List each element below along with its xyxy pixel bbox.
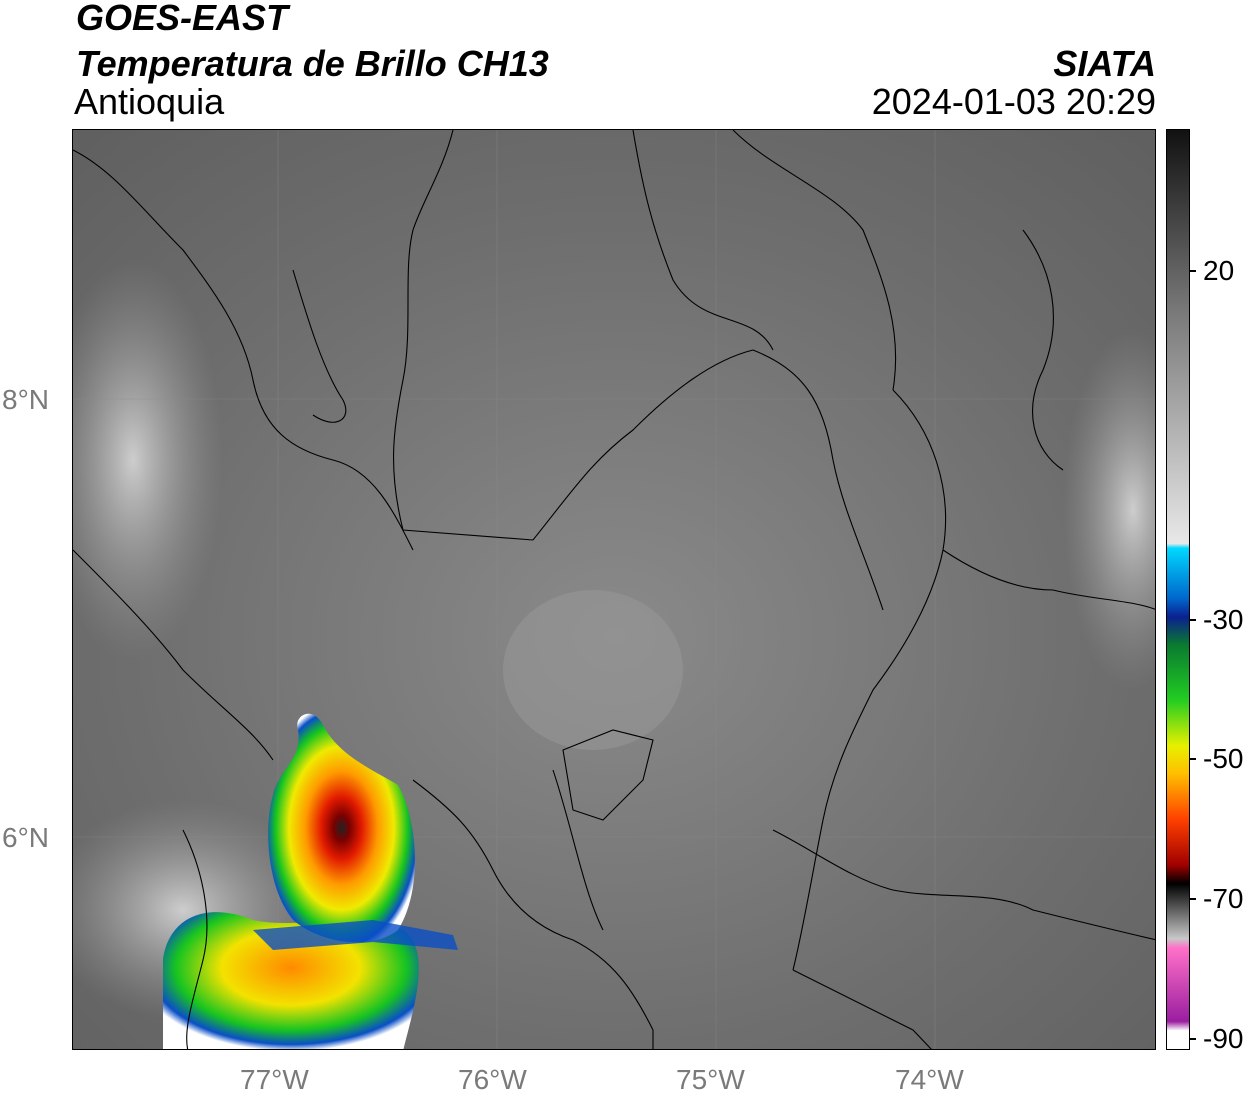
colorbar-label-m70: -70 (1203, 883, 1244, 914)
colorbar-tick-mark-m50 (1190, 758, 1196, 760)
border-northeast (632, 130, 774, 351)
border-southwest (73, 549, 274, 761)
map-svg (73, 130, 1155, 1049)
colorbar-label-m50: -50 (1203, 743, 1244, 774)
lon-label-75w: 75°W (676, 1064, 745, 1095)
bright-area-center (503, 590, 683, 750)
storm-cloud (163, 713, 458, 1049)
storm-main-cell (268, 713, 415, 943)
lon-label-77w: 77°W (240, 1064, 309, 1095)
organization-label: SIATA (1053, 43, 1156, 84)
border-antioquia-east (532, 349, 884, 611)
colorbar-tick-mark-m90 (1190, 1038, 1196, 1040)
coastline-north (73, 149, 414, 551)
municipality-enclave (562, 729, 654, 821)
colorbar-label-m30: -30 (1203, 604, 1244, 635)
border-southeast (942, 549, 1155, 610)
colorbar-svg (1167, 130, 1189, 1049)
border-south-3 (772, 829, 1155, 941)
colorbar-label-m90: -90 (1203, 1023, 1244, 1054)
bright-area-west (73, 260, 223, 660)
border-south-2 (552, 769, 604, 931)
border-north (392, 130, 534, 541)
title-product: Temperatura de Brillo CH13 (76, 43, 549, 84)
border-far-east (1022, 229, 1064, 471)
border-south-1 (412, 779, 654, 1049)
border-south-4 (792, 969, 932, 1049)
colorbar-gradient (1167, 130, 1189, 1049)
border-west-coast (182, 829, 208, 1049)
bright-area-east (1063, 330, 1155, 690)
colorbar (1166, 129, 1190, 1050)
satellite-map (72, 129, 1156, 1050)
storm-lower-lobe (163, 912, 419, 1049)
colorbar-tick-mark-m70 (1190, 898, 1196, 900)
lat-label-6n: 6°N (2, 822, 49, 853)
lat-label-8n: 8°N (2, 384, 49, 415)
datetime-label: 2024-01-03 20:29 (871, 81, 1156, 122)
boundaries (73, 130, 1155, 1049)
title-region: Antioquia (74, 81, 225, 122)
title-satellite: GOES-EAST (76, 0, 289, 38)
storm-anvil-strip (253, 920, 458, 950)
gulf-coast (292, 269, 347, 423)
colorbar-tick-mark-20 (1190, 270, 1196, 272)
colorbar-label-20: 20 (1203, 255, 1235, 286)
border-eastern-range (792, 389, 947, 971)
lon-label-76w: 76°W (458, 1064, 527, 1095)
grid-lines (73, 130, 1155, 1049)
border-east (732, 130, 897, 391)
colorbar-tick-mark-m30 (1190, 619, 1196, 621)
lon-label-74w: 74°W (895, 1064, 964, 1095)
